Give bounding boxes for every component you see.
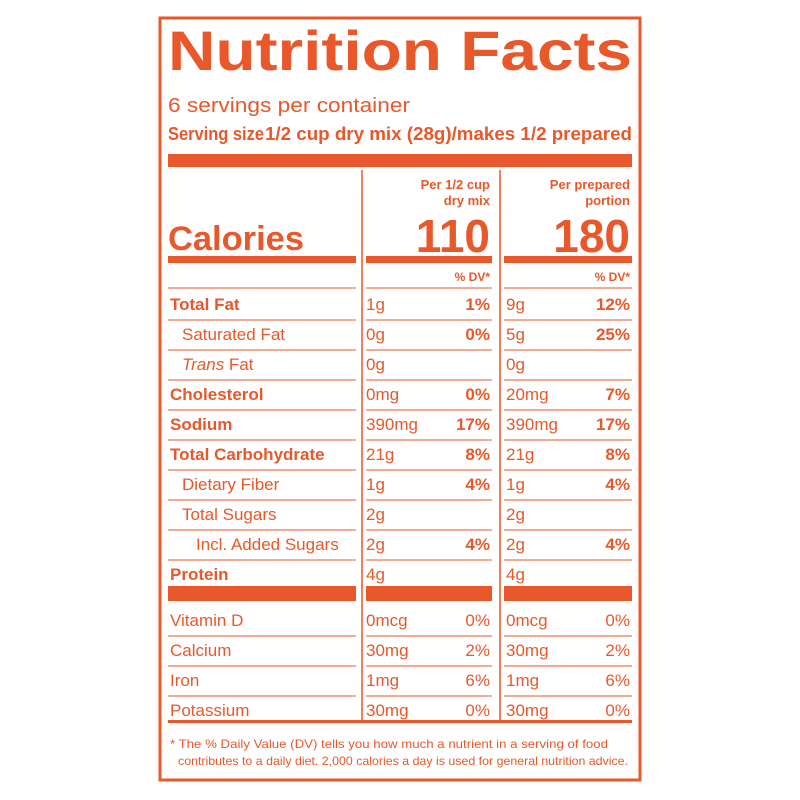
column-header: Per prepared — [550, 177, 630, 192]
nutrient-amount: 390mg — [366, 415, 418, 434]
calories-bar — [366, 256, 492, 263]
vitamin-dv: 0% — [465, 701, 490, 720]
nutrient-name: Total Fat — [170, 295, 240, 314]
nutrient-name: Dietary Fiber — [182, 475, 280, 494]
label-border — [158, 16, 642, 782]
nutrient-dv: 12% — [596, 295, 630, 314]
nutrient-amount: 1g — [366, 295, 385, 314]
vitamin-dv: 2% — [465, 641, 490, 660]
calories-bar — [168, 256, 356, 263]
vitamin-amount: 30mg — [506, 641, 549, 660]
vitamin-name: Calcium — [170, 641, 231, 660]
thick-bar — [168, 586, 356, 601]
nutrient-name: Total Sugars — [182, 505, 277, 524]
nutrient-name: Trans Fat — [182, 355, 254, 374]
nutrient-amount: 0g — [366, 325, 385, 344]
vitamin-amount: 30mg — [506, 701, 549, 720]
vitamin-dv: 6% — [465, 671, 490, 690]
nutrient-dv: 17% — [596, 415, 630, 434]
vitamin-name: Potassium — [170, 701, 249, 720]
nutrient-name: Incl. Added Sugars — [196, 535, 339, 554]
dv-header: % DV* — [595, 270, 631, 284]
nutrient-amount: 21g — [366, 445, 394, 464]
nutrient-dv: 1% — [465, 295, 490, 314]
nutrient-name-rest: Fat — [224, 355, 254, 374]
nutrient-name: Saturated Fat — [182, 325, 285, 344]
column-header: Per 1/2 cup — [421, 177, 490, 192]
nutrient-dv: 0% — [465, 385, 490, 404]
vitamin-name: Vitamin D — [170, 611, 243, 630]
calories-bar — [504, 256, 632, 263]
footnote: * The % Daily Value (DV) tells you how m… — [170, 737, 608, 751]
bottom-rule — [168, 720, 632, 723]
vitamin-dv: 0% — [605, 611, 630, 630]
nutrient-name: Sodium — [170, 415, 232, 434]
calories-value: 110 — [416, 210, 490, 262]
vitamin-amount: 30mg — [366, 641, 409, 660]
nutrient-amount: 2g — [506, 535, 525, 554]
vitamin-amount: 0mcg — [366, 611, 408, 630]
column-header: portion — [585, 193, 630, 208]
vitamin-dv: 0% — [465, 611, 490, 630]
title: Nutrition Facts — [168, 19, 632, 82]
nutrient-amount: 1g — [506, 475, 525, 494]
nutrient-dv: 17% — [456, 415, 490, 434]
nutrient-amount: 0mg — [366, 385, 399, 404]
nutrient-dv: 4% — [465, 475, 490, 494]
nutrient-amount: 2g — [506, 505, 525, 524]
nutrient-dv: 8% — [465, 445, 490, 464]
nutrient-name-italic: Trans — [182, 355, 225, 374]
calories-label: Calories — [168, 220, 304, 258]
nutrient-amount: 5g — [506, 325, 525, 344]
vitamin-dv: 6% — [605, 671, 630, 690]
nutrient-dv: 4% — [605, 535, 630, 554]
nutrient-dv: 25% — [596, 325, 630, 344]
serving-size-value: 1/2 cup dry mix (28g)/makes 1/2 prepared — [265, 124, 632, 144]
nutrient-name: Total Carbohydrate — [170, 445, 325, 464]
nutrient-amount: 4g — [366, 565, 385, 584]
calories-value: 180 — [553, 210, 630, 262]
nutrient-dv: 0% — [465, 325, 490, 344]
nutrient-amount: 21g — [506, 445, 534, 464]
thick-bar — [366, 586, 492, 601]
vitamin-amount: 30mg — [366, 701, 409, 720]
thick-bar — [504, 586, 632, 601]
dv-header: % DV* — [455, 270, 491, 284]
nutrient-amount: 0g — [506, 355, 525, 374]
vitamin-amount: 0mcg — [506, 611, 548, 630]
vitamin-name: Iron — [170, 671, 199, 690]
nutrient-dv: 4% — [605, 475, 630, 494]
nutrient-dv: 7% — [605, 385, 630, 404]
nutrient-amount: 0g — [366, 355, 385, 374]
nutrient-dv: 4% — [465, 535, 490, 554]
vitamin-amount: 1mg — [366, 671, 399, 690]
thick-bar — [168, 154, 632, 167]
nutrient-amount: 9g — [506, 295, 525, 314]
nutrient-amount: 20mg — [506, 385, 549, 404]
vitamin-amount: 1mg — [506, 671, 539, 690]
nutrient-name: Protein — [170, 565, 229, 584]
nutrient-amount: 390mg — [506, 415, 558, 434]
footnote: contributes to a daily diet. 2,000 calor… — [178, 754, 628, 768]
servings: 6 servings per container — [168, 95, 410, 117]
vitamin-dv: 0% — [605, 701, 630, 720]
nutrient-amount: 2g — [366, 505, 385, 524]
nutrient-amount: 2g — [366, 535, 385, 554]
vitamin-dv: 2% — [605, 641, 630, 660]
serving-size-label: Serving size — [168, 124, 264, 144]
nutrient-name: Cholesterol — [170, 385, 264, 404]
nutrient-dv: 8% — [605, 445, 630, 464]
column-header: dry mix — [444, 193, 491, 208]
nutrient-amount: 1g — [366, 475, 385, 494]
nutrient-amount: 4g — [506, 565, 525, 584]
